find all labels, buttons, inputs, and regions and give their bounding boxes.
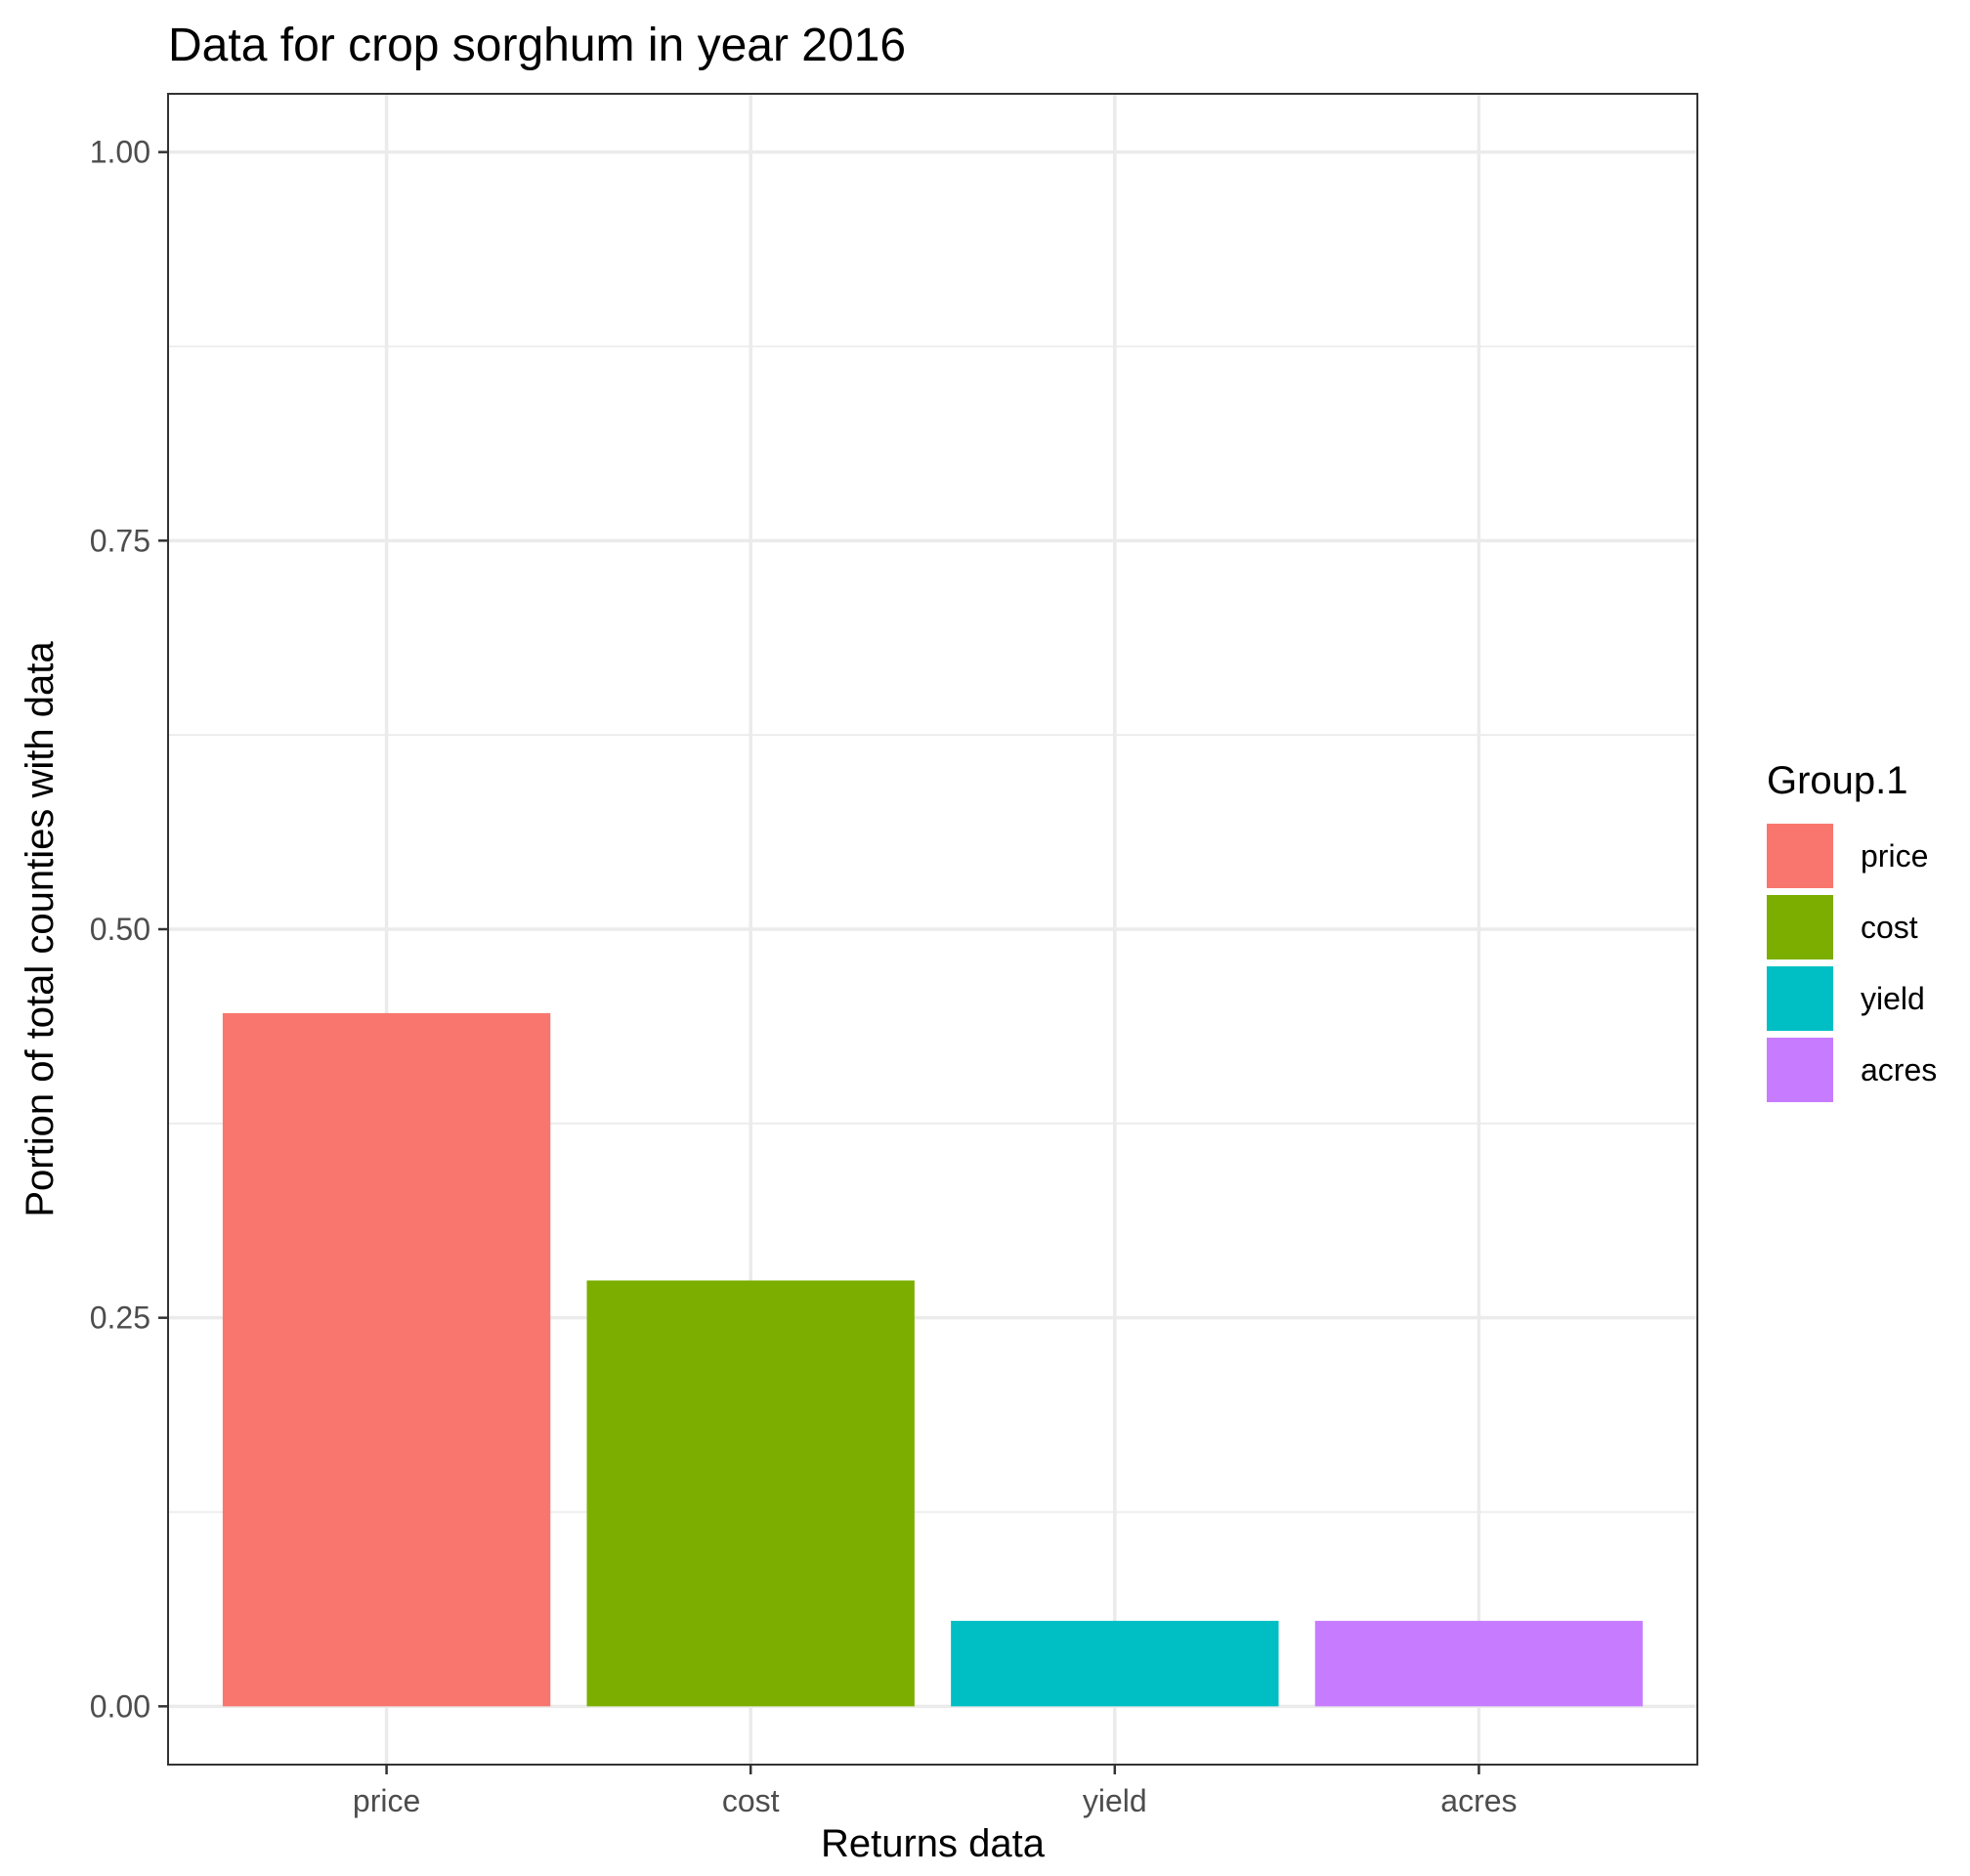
y-tick-label: 1.00 bbox=[90, 135, 150, 170]
legend-key-price bbox=[1767, 824, 1833, 888]
x-tick-label-cost: cost bbox=[722, 1783, 780, 1818]
y-tick-label: 0.00 bbox=[90, 1688, 150, 1724]
y-tick-label: 0.50 bbox=[90, 912, 150, 947]
legend-label-price: price bbox=[1861, 838, 1928, 874]
legend-key-yield bbox=[1767, 966, 1833, 1031]
y-axis: 0.00 0.25 0.50 0.75 1.00 bbox=[90, 135, 168, 1724]
legend-key-cost bbox=[1767, 895, 1833, 959]
chart-title: Data for crop sorghum in year 2016 bbox=[168, 20, 906, 71]
bar-acres bbox=[1314, 1620, 1644, 1707]
legend-label-yield: yield bbox=[1861, 981, 1925, 1016]
legend: Group.1 price cost yield acres bbox=[1767, 759, 1937, 1102]
bar-cost bbox=[586, 1280, 915, 1707]
y-tick-label: 0.25 bbox=[90, 1300, 150, 1336]
bar-yield bbox=[951, 1620, 1279, 1707]
x-axis-title: Returns data bbox=[821, 1822, 1046, 1865]
x-tick-label-price: price bbox=[353, 1783, 420, 1818]
legend-items: price cost yield acres bbox=[1767, 824, 1937, 1102]
x-axis: price cost yield acres bbox=[353, 1765, 1518, 1818]
y-axis-title: Portion of total counties with data bbox=[19, 641, 62, 1217]
legend-title: Group.1 bbox=[1767, 759, 1908, 802]
legend-key-acres bbox=[1767, 1038, 1833, 1102]
legend-label-cost: cost bbox=[1861, 910, 1918, 945]
bar-price bbox=[222, 1012, 551, 1707]
y-tick-label: 0.75 bbox=[90, 523, 150, 558]
legend-label-acres: acres bbox=[1861, 1052, 1937, 1087]
x-tick-label-acres: acres bbox=[1440, 1783, 1517, 1818]
x-tick-label-yield: yield bbox=[1083, 1783, 1147, 1818]
bars bbox=[222, 1012, 1644, 1707]
